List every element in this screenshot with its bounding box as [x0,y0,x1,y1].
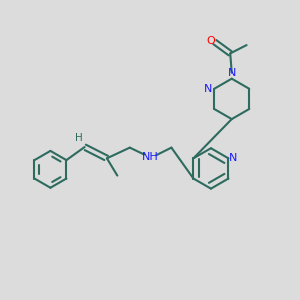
Text: NH: NH [142,152,158,162]
Text: N: N [228,153,237,163]
Text: H: H [75,133,83,142]
Text: N: N [204,84,212,94]
Text: O: O [206,36,215,46]
Text: N: N [227,68,236,78]
